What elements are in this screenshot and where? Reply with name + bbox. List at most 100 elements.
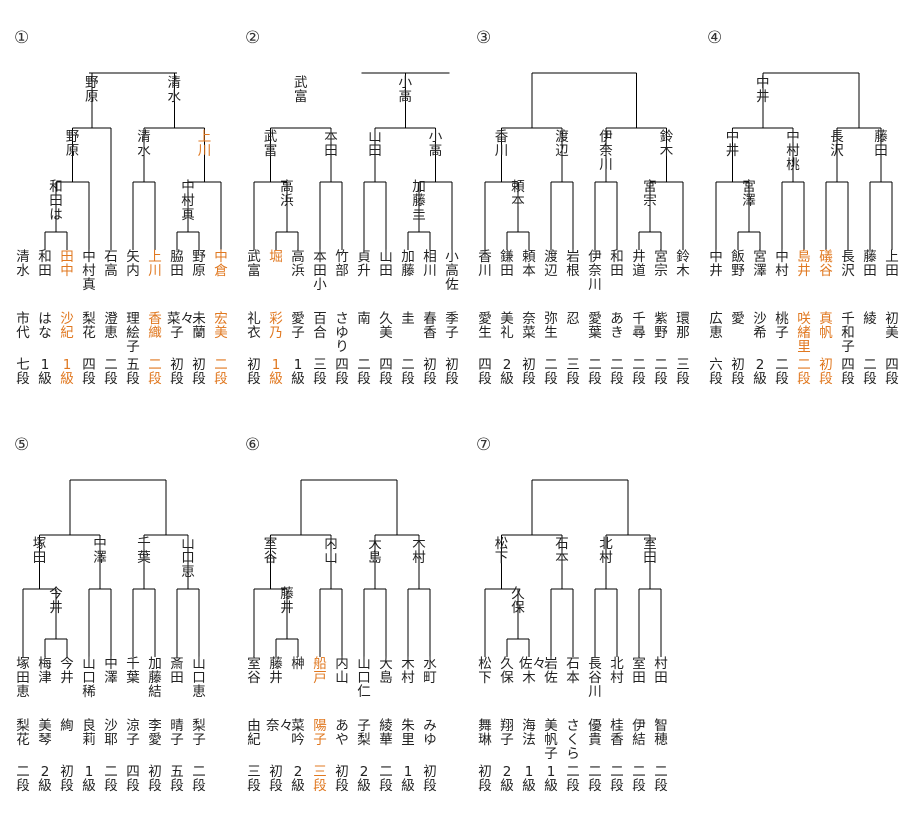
bracket-number: ① bbox=[14, 28, 30, 48]
player-rank: 1級 bbox=[522, 764, 536, 794]
player-surname: 野原 bbox=[192, 249, 206, 279]
player-rank: 初段 bbox=[269, 764, 283, 794]
player-surname: 斎田 bbox=[170, 656, 184, 686]
match-winner-label: 頼本 bbox=[511, 179, 525, 209]
match-winner-label: 久保 bbox=[511, 586, 525, 616]
player-given-name: 翔子 bbox=[500, 718, 514, 748]
match-winner-label: 中井 bbox=[756, 75, 770, 105]
player-given-name: 菜吟 bbox=[291, 718, 305, 748]
player-rank: 七段 bbox=[16, 357, 30, 387]
player-given-name: 陽子 bbox=[313, 718, 327, 748]
player-rank: 二段 bbox=[148, 357, 162, 387]
player-given-name: あき bbox=[610, 311, 624, 341]
player-surname: 矢内 bbox=[126, 249, 140, 279]
player-surname: 堀 bbox=[269, 249, 283, 265]
player-surname: 榊 bbox=[291, 656, 305, 672]
match-winner-label: 室谷 bbox=[263, 536, 278, 566]
player-rank: 四段 bbox=[841, 357, 855, 387]
player-rank: 四段 bbox=[379, 357, 393, 387]
player-given-name: 由紀 bbox=[247, 718, 261, 748]
player-rank: 三段 bbox=[313, 357, 327, 387]
player-surname: 木村 bbox=[401, 656, 415, 686]
player-surname: 脇田 bbox=[170, 249, 184, 279]
match-winner-label: 伊奈川 bbox=[599, 129, 613, 173]
player-rank: 2級 bbox=[500, 357, 514, 387]
player-given-name: はな bbox=[38, 311, 52, 341]
player-surname: 渡辺 bbox=[544, 249, 558, 279]
match-winner-label: 本田 bbox=[324, 129, 338, 159]
player-surname: 佐々木 bbox=[519, 656, 546, 686]
player-rank: 二段 bbox=[214, 357, 228, 387]
player-rank: 二段 bbox=[104, 357, 118, 387]
player-given-name: 彩乃 bbox=[269, 311, 283, 341]
player-rank: 二段 bbox=[588, 764, 602, 794]
player-surname: 飯野 bbox=[731, 249, 745, 279]
player-given-name: 咲緒里 bbox=[797, 311, 811, 355]
player-surname: 長沢 bbox=[841, 249, 855, 279]
player-rank: 初段 bbox=[170, 357, 184, 387]
player-rank: 2級 bbox=[753, 357, 767, 387]
player-surname: 加藤 bbox=[401, 249, 415, 279]
player-rank: 二段 bbox=[104, 764, 118, 794]
player-rank: 三段 bbox=[566, 357, 580, 387]
player-rank: 初段 bbox=[335, 764, 349, 794]
player-surname: 鎌田 bbox=[500, 249, 514, 279]
match-winner-label: 渡辺 bbox=[555, 129, 569, 159]
player-given-name: 美礼 bbox=[500, 311, 514, 341]
player-surname: 中澤 bbox=[104, 656, 118, 686]
player-rank: 六段 bbox=[709, 357, 723, 387]
player-rank: 初段 bbox=[192, 357, 206, 387]
player-surname: 北村 bbox=[610, 656, 624, 686]
match-winner-label: 高浜 bbox=[280, 179, 294, 209]
player-surname: 藤井 bbox=[269, 656, 283, 686]
player-rank: 二段 bbox=[632, 764, 646, 794]
player-surname: 石本 bbox=[566, 656, 580, 686]
player-rank: 二段 bbox=[610, 357, 624, 387]
player-rank: 1級 bbox=[401, 764, 415, 794]
match-winner-label: 小高 bbox=[398, 75, 413, 105]
player-surname: 山田 bbox=[379, 249, 393, 279]
player-given-name: 礼衣 bbox=[247, 311, 261, 341]
player-given-name: 伊結 bbox=[632, 718, 646, 748]
player-surname: 清水 bbox=[16, 249, 30, 279]
player-given-name: 紫野 bbox=[654, 311, 668, 341]
match-winner-label: 石本 bbox=[555, 536, 569, 566]
player-given-name: 朱里 bbox=[401, 718, 415, 748]
match-winner-label: 小高 bbox=[428, 129, 443, 159]
match-winner-label: 藤田 bbox=[874, 129, 888, 159]
match-winner-label: 今井 bbox=[49, 586, 63, 616]
player-surname: 小高佐 bbox=[445, 249, 459, 293]
match-winner-label: 野原 bbox=[85, 75, 99, 105]
player-surname: 島井 bbox=[797, 249, 811, 279]
player-surname: 室谷 bbox=[247, 656, 261, 686]
player-given-name: 春香 bbox=[423, 311, 437, 341]
player-given-name: 圭 bbox=[401, 311, 415, 327]
player-given-name: 優貴 bbox=[588, 718, 602, 748]
player-rank: 四段 bbox=[885, 357, 899, 387]
player-given-name: 沙紀 bbox=[60, 311, 74, 341]
match-winner-label: 加藤圭 bbox=[412, 179, 426, 223]
player-given-name: 子梨 bbox=[357, 718, 371, 748]
player-given-name: 沙希 bbox=[753, 311, 767, 341]
player-surname: 岩根 bbox=[566, 249, 580, 279]
match-winner-label: 中村真 bbox=[181, 179, 195, 223]
player-given-name: 梨花 bbox=[16, 718, 30, 748]
player-given-name: 綾 bbox=[863, 311, 877, 327]
player-rank: 二段 bbox=[797, 357, 811, 387]
player-given-name: 桃子 bbox=[775, 311, 789, 341]
player-given-name: 智穂 bbox=[654, 718, 668, 748]
player-given-name: 良莉 bbox=[82, 718, 96, 748]
match-winner-label: 上川 bbox=[197, 129, 212, 159]
player-rank: 四段 bbox=[335, 357, 349, 387]
player-given-name: 愛子 bbox=[291, 311, 305, 341]
player-rank: 二段 bbox=[566, 764, 580, 794]
player-rank: 二段 bbox=[654, 764, 668, 794]
match-winner-label: 大島 bbox=[368, 536, 382, 566]
match-winner-label: 清水 bbox=[167, 75, 182, 105]
player-surname: 井道 bbox=[632, 249, 646, 279]
player-given-name: あや bbox=[335, 718, 349, 748]
player-surname: 山口稀 bbox=[82, 656, 96, 700]
player-surname: 室田 bbox=[632, 656, 646, 686]
player-surname: 香川 bbox=[478, 249, 492, 279]
